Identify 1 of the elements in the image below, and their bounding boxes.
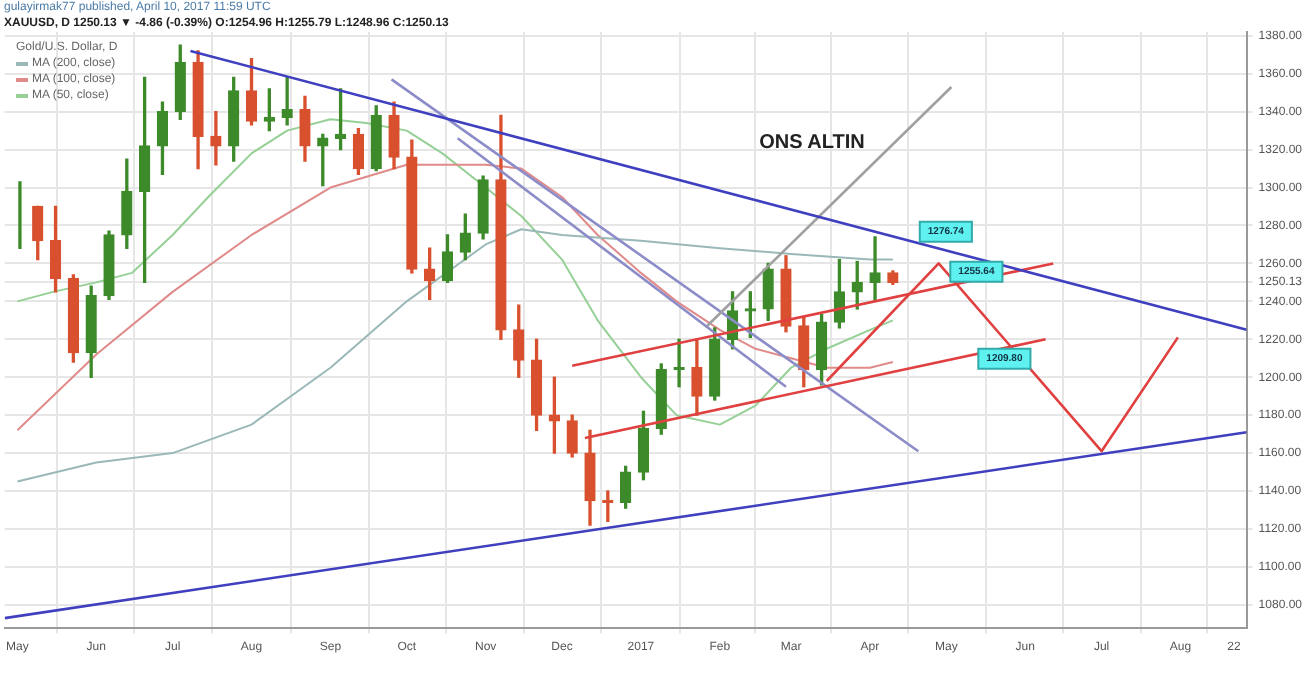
annotation: ONS ALTIN: [759, 131, 865, 154]
